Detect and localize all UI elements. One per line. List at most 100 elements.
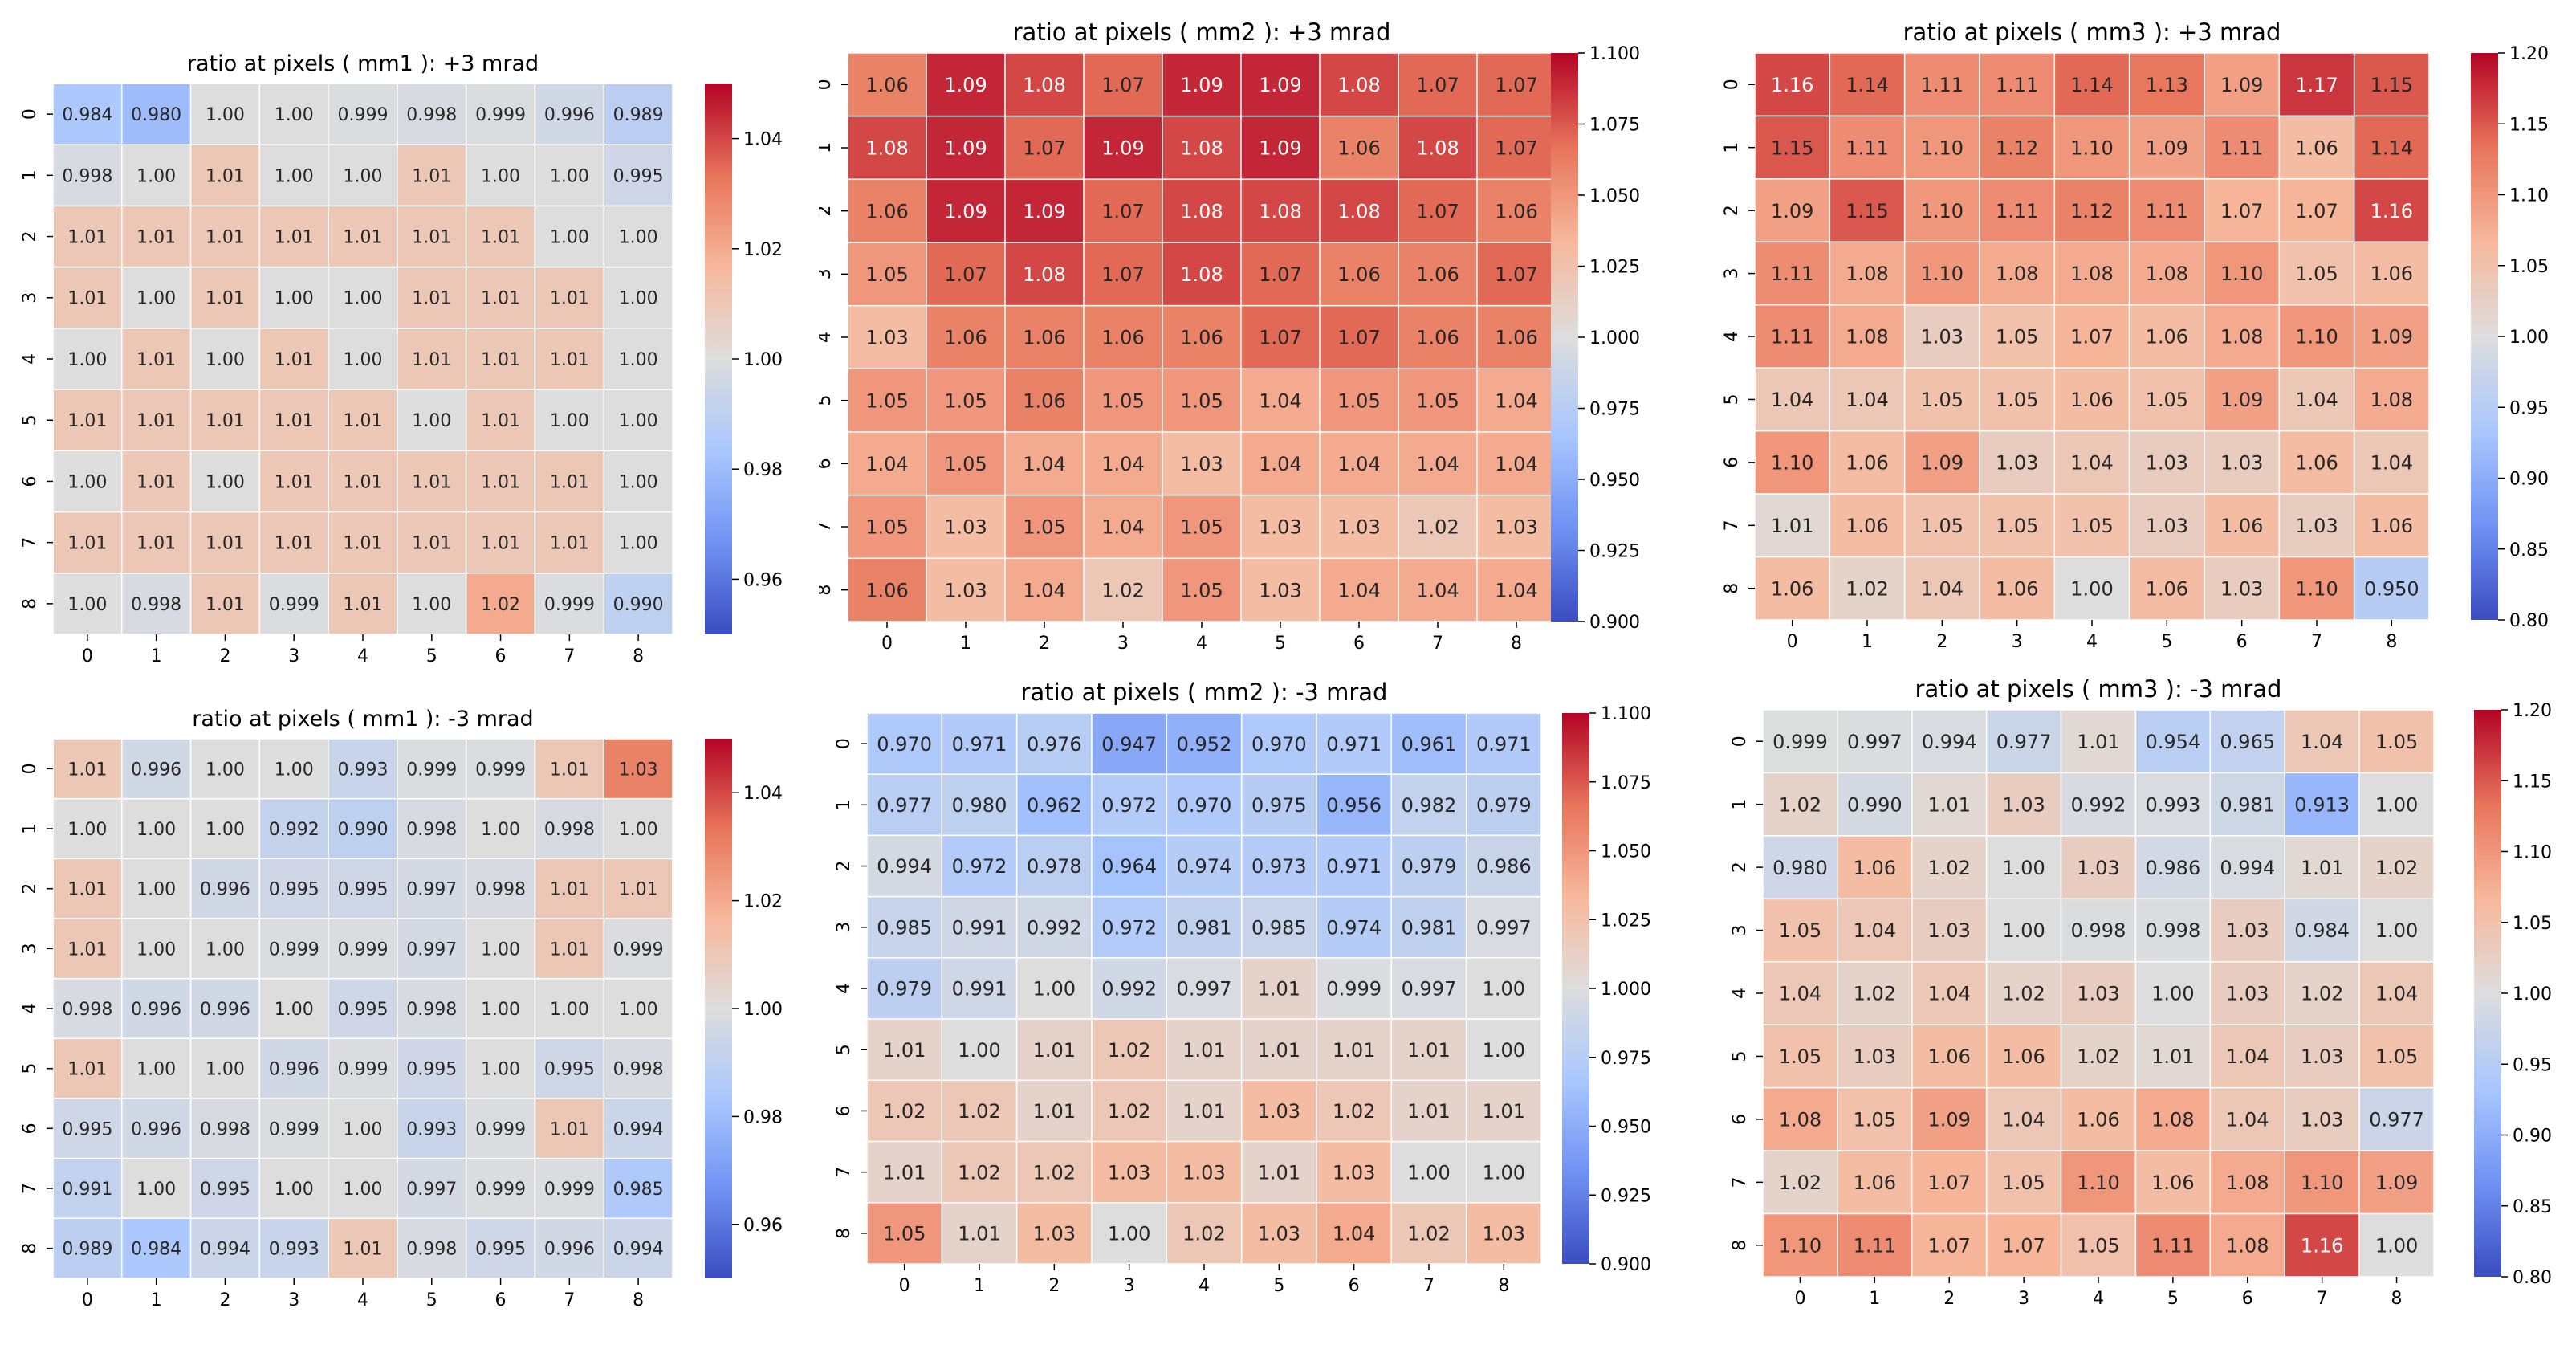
cell-label: 1.04 xyxy=(1854,919,1896,942)
cell-label: 0.994 xyxy=(613,1240,664,1260)
colorbar-tick-label: 1.100 xyxy=(1589,44,1640,64)
cell-label: 0.961 xyxy=(1402,733,1457,756)
heatmap-cell xyxy=(847,557,927,622)
cell-label: 0.997 xyxy=(406,939,457,960)
heatmap-cell xyxy=(534,511,604,574)
cell-label: 1.04 xyxy=(865,453,908,475)
heatmap-cell xyxy=(397,1037,467,1099)
heatmap-cell xyxy=(258,858,329,919)
cell-label: 1.01 xyxy=(481,227,520,247)
cell-label: 1.03 xyxy=(1996,452,2038,475)
x-tick-label: 0 xyxy=(881,634,893,654)
heatmap-cell xyxy=(926,115,1006,181)
x-tick-label: 6 xyxy=(1349,1276,1360,1296)
cell-label: 1.08 xyxy=(1023,74,1065,96)
y-tick-label: 7 xyxy=(819,521,835,532)
cell-label: 1.05 xyxy=(2077,1234,2119,1257)
heatmap-cell xyxy=(121,328,192,390)
cell-label: 1.01 xyxy=(344,411,383,431)
cell-label: 1.01 xyxy=(883,1161,926,1184)
heatmap-cell xyxy=(1240,368,1321,433)
y-tick-label: 3 xyxy=(819,268,835,279)
cell-label: 0.997 xyxy=(1177,978,1232,1001)
cell-label: 0.972 xyxy=(1101,916,1157,939)
cell-label: 1.01 xyxy=(619,880,658,900)
heatmap-cell xyxy=(1837,709,1913,774)
cell-label: 1.03 xyxy=(1259,516,1301,539)
cell-label: 1.01 xyxy=(275,227,314,247)
cell-label: 1.09 xyxy=(944,74,987,96)
x-tick-label: 5 xyxy=(2167,1289,2179,1309)
cell-label: 1.02 xyxy=(1333,1100,1375,1123)
heatmap-cell xyxy=(1004,52,1085,117)
y-tick-label: 5 xyxy=(834,1044,854,1055)
cell-label: 1.05 xyxy=(2375,1045,2418,1068)
x-tick-label: 5 xyxy=(1275,634,1286,654)
colorbar-tick-label: 0.80 xyxy=(2513,1268,2552,1288)
cell-label: 1.03 xyxy=(2301,1109,2343,1131)
heatmap-cell xyxy=(328,1217,398,1279)
chart-title: ratio at pixels ( mm3 ): +3 mrad xyxy=(1903,18,2281,46)
heatmap-cell xyxy=(397,977,467,1040)
colorbar-tick-label: 0.96 xyxy=(743,1216,783,1236)
colorbar-tick-label: 1.20 xyxy=(2509,44,2549,64)
cell-label: 1.12 xyxy=(2070,200,2113,222)
cell-label: 1.09 xyxy=(1023,200,1065,222)
cell-label: 0.998 xyxy=(544,820,595,840)
heatmap-cell xyxy=(941,834,1018,898)
cell-label: 0.995 xyxy=(62,1119,112,1139)
cell-label: 1.01 xyxy=(1258,1161,1300,1184)
y-tick-label: 6 xyxy=(819,458,835,469)
cell-label: 1.00 xyxy=(206,760,245,780)
heatmap-cell xyxy=(603,205,674,268)
cell-label: 1.01 xyxy=(550,760,589,780)
cell-label: 1.06 xyxy=(2220,515,2263,537)
x-tick-label: 4 xyxy=(1198,1276,1210,1296)
heatmap-cell xyxy=(534,918,604,980)
heatmap-cell xyxy=(1166,957,1243,1020)
cell-label: 1.02 xyxy=(1108,1039,1150,1062)
cell-label: 0.977 xyxy=(2369,1109,2424,1131)
heatmap-cell xyxy=(328,797,398,860)
cell-label: 1.09 xyxy=(2375,1172,2418,1194)
colorbar-tick-label: 1.04 xyxy=(743,130,783,150)
cell-label: 1.00 xyxy=(1483,1161,1525,1184)
cell-label: 0.999 xyxy=(269,1119,319,1139)
cell-label: 1.01 xyxy=(1928,793,1971,816)
cell-label: 1.01 xyxy=(412,534,451,554)
heatmap-cell xyxy=(2284,1150,2360,1215)
x-tick-label: 1 xyxy=(1862,632,1873,652)
x-tick-label: 4 xyxy=(2093,1289,2104,1309)
cell-label: 0.991 xyxy=(952,916,1007,939)
cell-label: 1.06 xyxy=(2070,389,2113,411)
heatmap-cell xyxy=(1015,1018,1093,1082)
colorbar xyxy=(1551,53,1578,622)
y-tick-label: 8 xyxy=(20,1243,40,1254)
x-tick-label: 6 xyxy=(1353,634,1365,654)
cell-label: 1.02 xyxy=(958,1100,1000,1123)
heatmap-cell xyxy=(1911,835,1988,900)
heatmap-chart: ratio at pixels ( mm3 ): +3 mrad 1.16 1.14… xyxy=(1722,18,2549,652)
heatmap-cell xyxy=(534,144,604,207)
cell-label: 1.01 xyxy=(344,227,383,247)
heatmap-cell xyxy=(534,83,604,145)
cell-label: 1.03 xyxy=(2146,515,2188,537)
cell-label: 1.11 xyxy=(1771,263,1813,285)
cell-label: 0.996 xyxy=(200,1000,250,1020)
y-tick-label: 3 xyxy=(1722,268,1742,279)
x-tick-label: 2 xyxy=(219,1290,230,1310)
cell-label: 0.999 xyxy=(338,939,389,960)
x-tick-label: 8 xyxy=(2391,1289,2403,1309)
heatmap-cell xyxy=(1162,178,1242,243)
heatmap-cell xyxy=(1829,493,1906,558)
cell-label: 1.08 xyxy=(865,137,908,160)
heatmap-cell xyxy=(1829,241,1906,306)
cell-label: 1.05 xyxy=(1996,515,2038,537)
cell-label: 1.01 xyxy=(136,472,176,492)
cell-label: 1.04 xyxy=(1337,579,1380,601)
heatmap-cell xyxy=(1979,178,2056,243)
cell-label: 0.981 xyxy=(1177,916,1232,939)
cell-label: 0.956 xyxy=(1326,794,1382,817)
cell-label: 1.01 xyxy=(1407,1100,1450,1123)
heatmap-cell xyxy=(1911,1150,1988,1215)
